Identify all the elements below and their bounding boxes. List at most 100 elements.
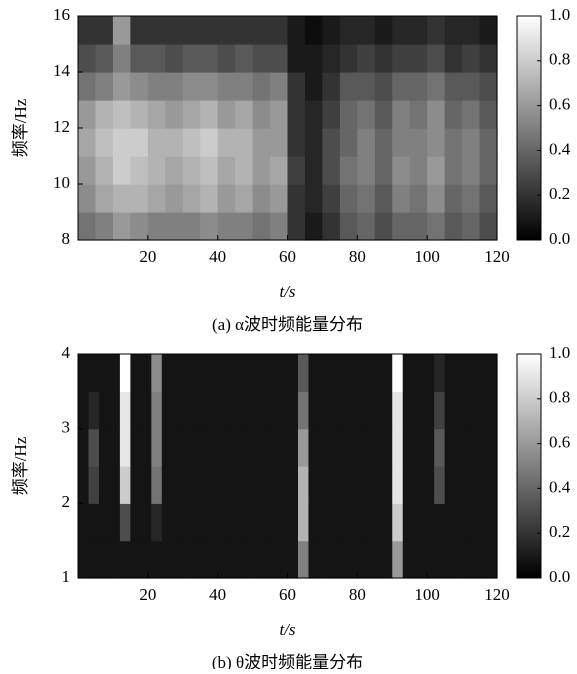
heatmap-cell — [427, 16, 446, 45]
caption: (a) α波时频能量分布 — [212, 315, 363, 334]
heatmap-cell — [147, 212, 166, 241]
heatmap-cell — [78, 100, 97, 129]
heatmap-cell — [130, 540, 142, 579]
heatmap-cell — [486, 428, 498, 467]
heatmap-cell — [277, 391, 289, 430]
heatmap-cell — [224, 540, 236, 579]
heatmap-cell — [409, 156, 428, 185]
heatmap-cell — [357, 212, 376, 241]
heatmap-cell — [486, 466, 498, 504]
heatmap-cell — [434, 354, 446, 392]
heatmap-cell — [256, 503, 268, 542]
y-tick-label: 3 — [62, 418, 71, 437]
heatmap-cell — [270, 212, 289, 241]
heatmap-cell — [308, 428, 320, 467]
heatmap-cell — [182, 184, 201, 213]
heatmap-cell — [270, 44, 289, 73]
heatmap-cell — [357, 156, 376, 185]
heatmap-cell — [329, 391, 341, 430]
y-tick-label: 4 — [62, 343, 71, 362]
heatmap-cell — [318, 354, 330, 392]
heatmap-cell — [455, 428, 467, 467]
heatmap-cell — [304, 72, 324, 101]
heatmap-cell — [339, 354, 351, 392]
heatmap-cell — [256, 428, 268, 467]
caption: (b) θ波时频能量分布 — [212, 653, 363, 669]
heatmap-cell — [339, 540, 351, 579]
heatmap-cell — [182, 503, 194, 542]
heatmap-cell — [455, 466, 467, 504]
heatmap-cell — [161, 503, 173, 542]
heatmap-cell — [256, 540, 268, 579]
heatmap-cell — [297, 354, 310, 392]
heatmap-cell — [88, 503, 100, 542]
heatmap-cell — [322, 212, 341, 241]
heatmap-cell — [350, 391, 362, 430]
heatmap-cell — [322, 184, 341, 213]
heatmap-cell — [427, 212, 446, 241]
heatmap-cell — [297, 428, 310, 467]
heatmap-cell — [256, 354, 268, 392]
heatmap-cell — [308, 540, 320, 579]
heatmap-cell — [109, 466, 121, 504]
heatmap-cell — [413, 354, 425, 392]
heatmap-cell — [112, 16, 131, 45]
heatmap-cell — [322, 128, 341, 157]
heatmap-cell — [193, 466, 205, 504]
heatmap-cell — [151, 466, 163, 504]
heatmap-cell — [304, 100, 324, 129]
heatmap-cell — [392, 184, 411, 213]
heatmap-cell — [277, 428, 289, 467]
heatmap-cell — [161, 428, 173, 467]
heatmap-cell — [182, 72, 201, 101]
heatmap-cell — [297, 391, 310, 430]
heatmap-cell — [252, 44, 271, 73]
heatmap-cell — [88, 354, 100, 392]
heatmap-cell — [252, 184, 271, 213]
heatmap-cell — [200, 72, 219, 101]
heatmap-cell — [402, 428, 414, 467]
heatmap-cell — [304, 212, 324, 241]
heatmap-cell — [130, 503, 142, 542]
heatmap-cell — [140, 354, 152, 392]
heatmap-cell — [476, 428, 488, 467]
heatmap-cell — [308, 503, 320, 542]
heatmap-cell — [350, 466, 362, 504]
heatmap-cell — [78, 503, 90, 542]
heatmap-cell — [465, 428, 477, 467]
heatmap-cell — [287, 354, 299, 392]
heatmap-cell — [270, 100, 289, 129]
heatmap-cell — [357, 128, 376, 157]
heatmap-cell — [427, 156, 446, 185]
colorbar-tick-label: 0.0 — [549, 229, 570, 248]
heatmap-cell — [98, 540, 111, 579]
heatmap-cell — [224, 354, 236, 392]
heatmap-cell — [462, 16, 481, 45]
heatmap-cell — [95, 72, 114, 101]
heatmap-cell — [350, 503, 362, 542]
heatmap-cell — [287, 428, 299, 467]
heatmap-cell — [88, 540, 100, 579]
heatmap-cell — [455, 503, 467, 542]
heatmap-cell — [78, 540, 90, 579]
heatmap-cell — [455, 540, 467, 579]
heatmap-cell — [203, 428, 215, 467]
heatmap-cell — [476, 354, 488, 392]
heatmap-cell — [318, 540, 330, 579]
heatmap-cell — [235, 184, 254, 213]
heatmap-cell — [444, 44, 463, 73]
heatmap-cell — [217, 184, 236, 213]
heatmap-cell — [119, 540, 131, 579]
heatmap-cell — [130, 428, 142, 467]
heatmap-cell — [318, 466, 330, 504]
heatmap-cell — [130, 100, 149, 129]
heatmap-cell — [224, 428, 236, 467]
heatmap-cell — [392, 354, 404, 392]
heatmap-cell — [339, 428, 351, 467]
heatmap-cell — [130, 16, 149, 45]
heatmap-cell — [119, 428, 131, 467]
heatmap-cell — [413, 428, 425, 467]
heatmap-cell — [322, 44, 341, 73]
heatmap-cell — [409, 212, 428, 241]
heatmap-cell — [409, 16, 428, 45]
